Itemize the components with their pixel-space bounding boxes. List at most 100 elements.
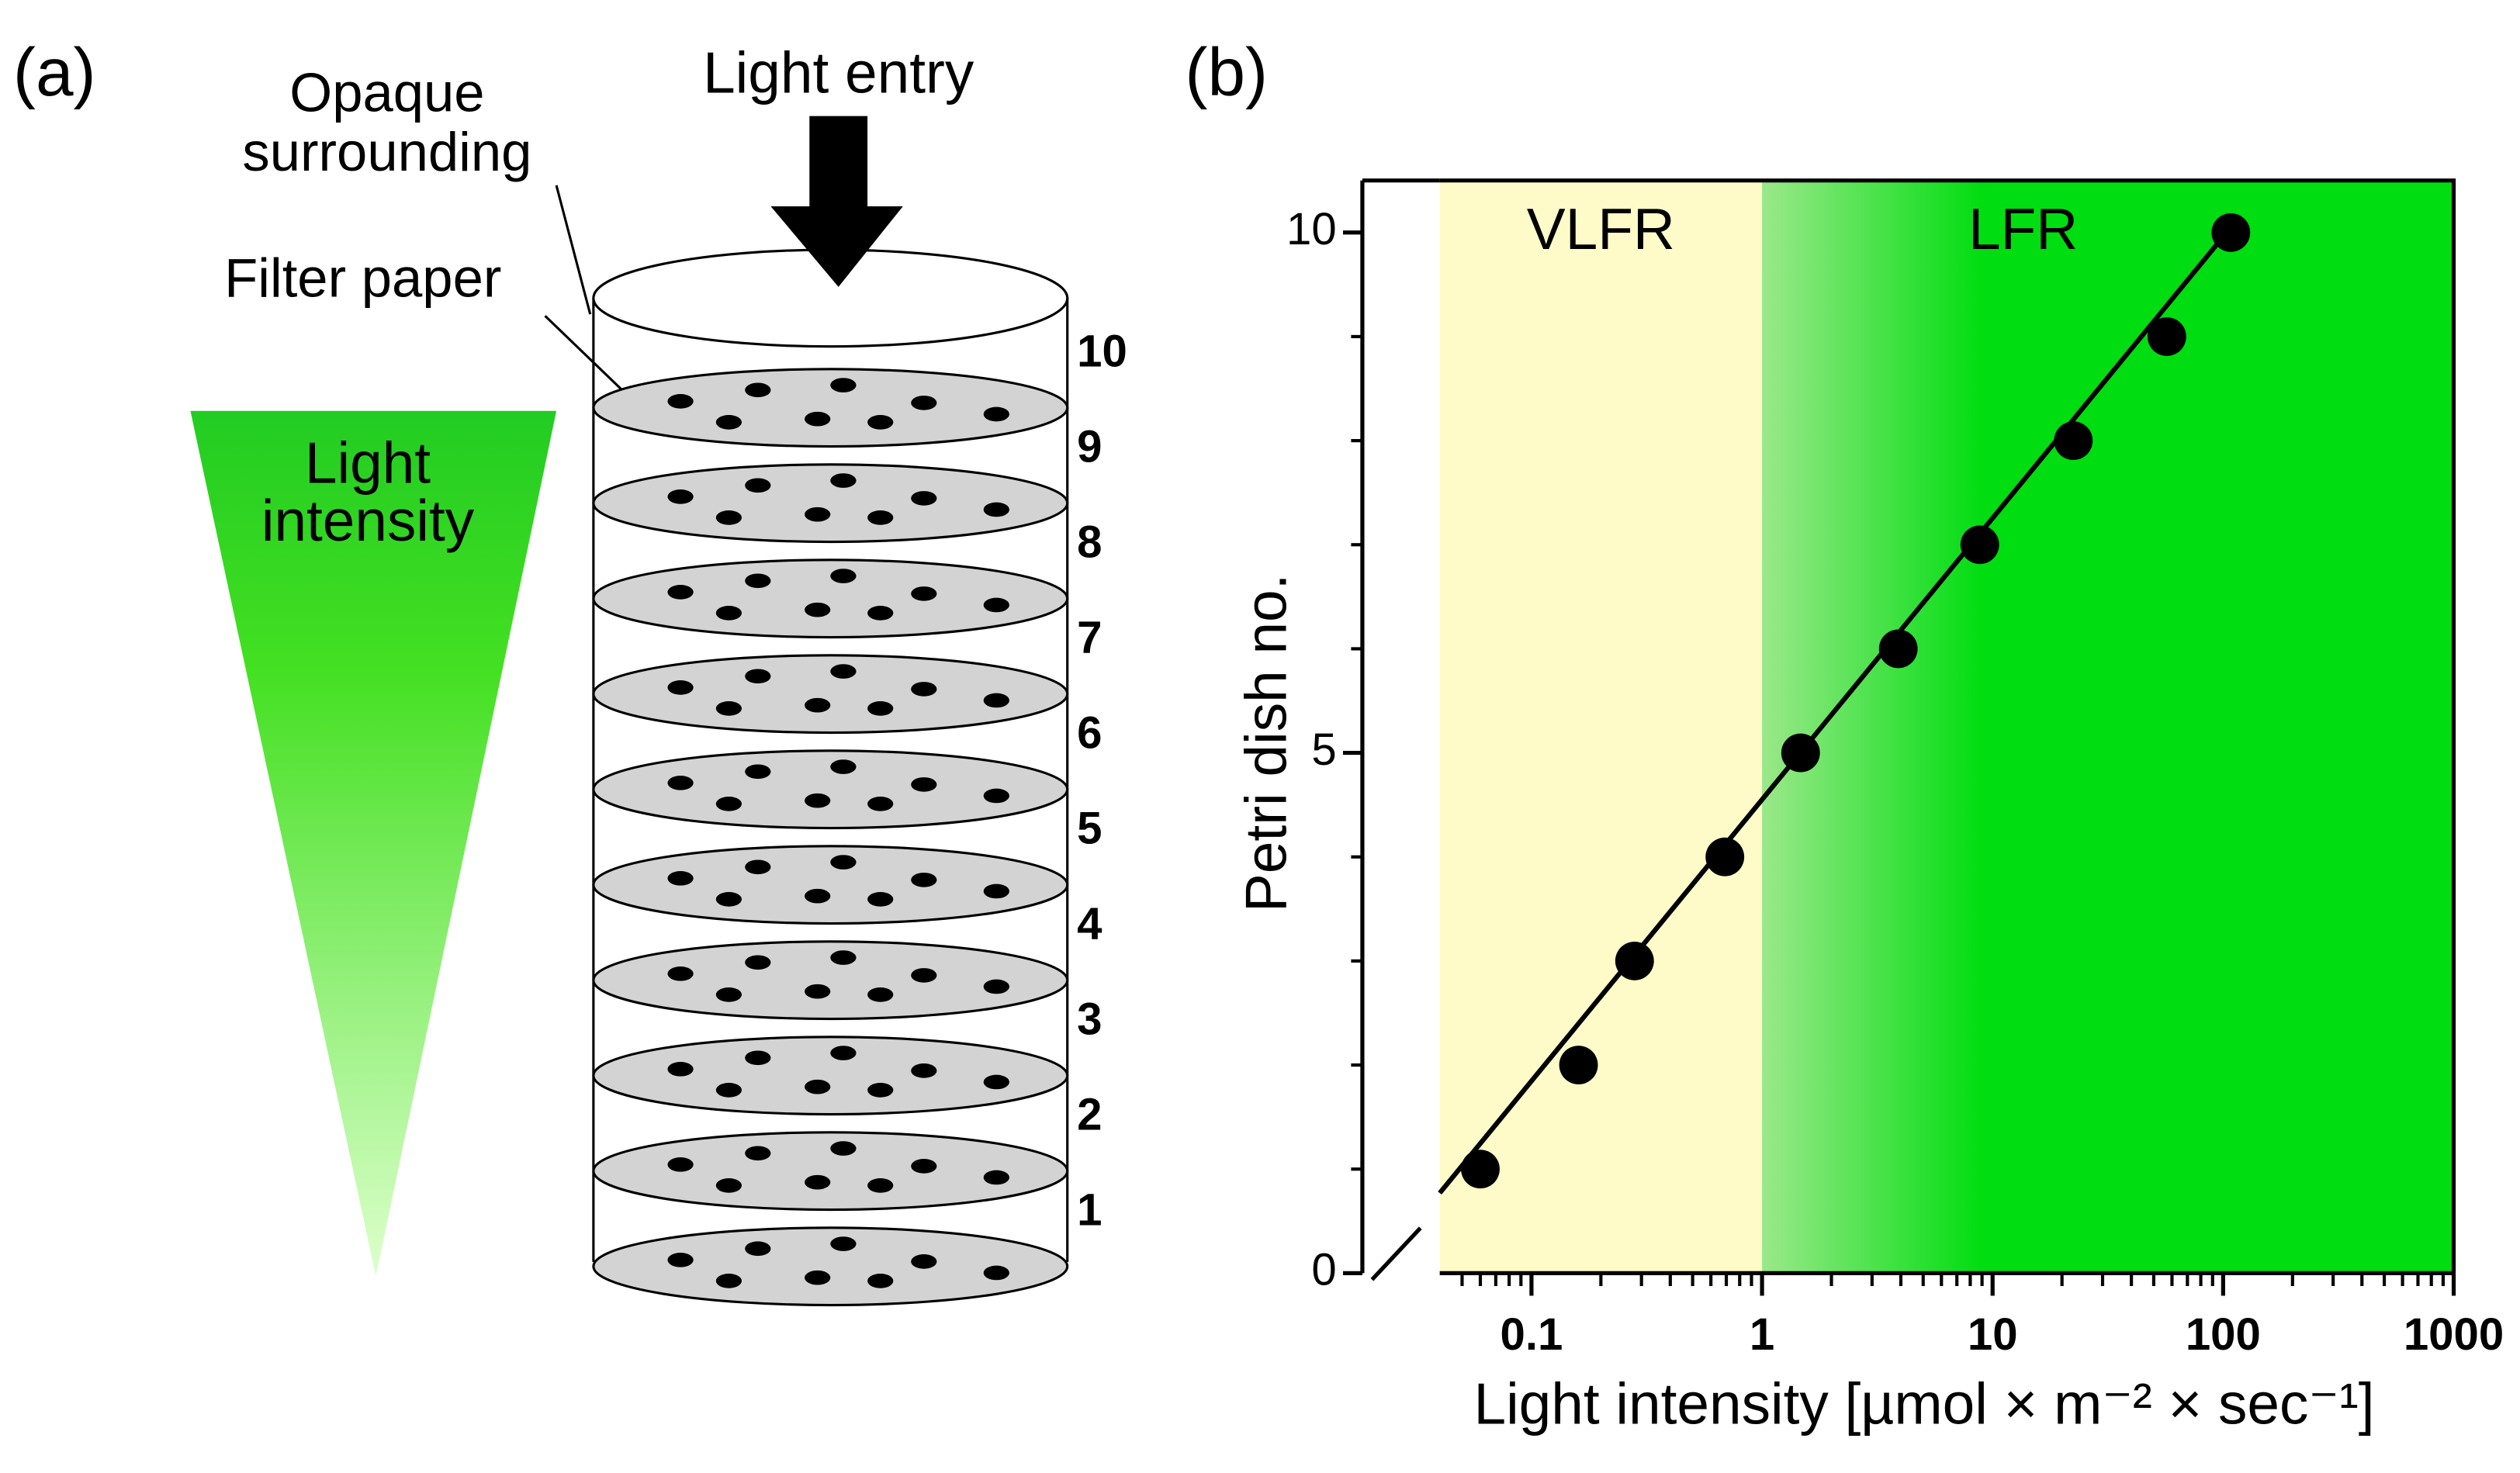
seed [830, 759, 857, 774]
panel-label: (a) [13, 35, 96, 110]
filter-dish [592, 1036, 1069, 1116]
seed [805, 793, 831, 808]
seed [805, 984, 831, 999]
seed [805, 1270, 831, 1285]
x-tick-label: 10 [1968, 1309, 2018, 1360]
seed [745, 573, 771, 589]
seed [911, 491, 937, 506]
seed [867, 700, 894, 716]
seed [830, 1236, 857, 1251]
panel-label: (b) [1185, 35, 1268, 110]
seed [667, 1252, 694, 1267]
dish-number: 5 [1077, 803, 1102, 853]
filter-dish [592, 1131, 1069, 1212]
point [1781, 733, 1820, 773]
seed [867, 796, 894, 811]
seed [911, 682, 937, 697]
arrow [770, 116, 903, 287]
point [1878, 629, 1918, 669]
seed [911, 1159, 937, 1174]
filter-dish [592, 749, 1069, 830]
seed [830, 855, 857, 870]
seed [667, 489, 694, 504]
seed [830, 378, 857, 392]
seed [911, 777, 937, 792]
seed [983, 979, 1009, 994]
seed [667, 870, 694, 886]
intensity-label: intensity [261, 488, 475, 553]
seed [983, 788, 1009, 804]
opaque-label: surrounding [242, 121, 531, 182]
seed [983, 597, 1009, 613]
seed [715, 1177, 742, 1193]
seed [867, 891, 894, 907]
filter-dish [592, 1226, 1069, 1307]
panel-a: (a) Light intensity Opaque surrounding F… [13, 35, 1127, 1307]
seed [667, 584, 694, 600]
seed [867, 415, 894, 430]
seed [745, 1241, 771, 1257]
filter-label: Filter paper [224, 247, 501, 308]
point [1960, 525, 1999, 565]
point [1559, 1046, 1598, 1084]
seed [867, 510, 894, 525]
seed [745, 1146, 771, 1161]
seed [867, 987, 894, 1002]
seed [745, 859, 771, 875]
filter-dish [592, 368, 1069, 448]
point [1705, 837, 1745, 877]
seed [667, 393, 694, 409]
seed [911, 586, 937, 601]
x-tick-label: 0.1 [1500, 1309, 1563, 1360]
seed [911, 873, 937, 887]
seed [745, 955, 771, 970]
dish-number: 8 [1077, 517, 1102, 567]
seed [867, 1177, 894, 1193]
point [1461, 1150, 1500, 1189]
y-axis-label: Petri dish no. [1233, 574, 1298, 912]
intensity-triangle [190, 410, 557, 1277]
region [1439, 180, 1763, 1274]
seed [805, 697, 831, 713]
seed [805, 1079, 831, 1094]
seed [745, 764, 771, 780]
seed [805, 888, 831, 904]
filter-dish [592, 463, 1069, 544]
seed [983, 406, 1009, 422]
dish-number: 1 [1077, 1184, 1102, 1235]
point [2147, 317, 2186, 356]
seed [805, 602, 831, 617]
seed [867, 606, 894, 621]
seed [745, 478, 771, 493]
seed [667, 679, 694, 695]
seed [715, 415, 742, 430]
region-label: LFR [1968, 196, 2078, 261]
filter-dish [592, 940, 1069, 1021]
seed [805, 1174, 831, 1190]
seed [715, 510, 742, 525]
point [1615, 941, 1654, 980]
seed [830, 473, 857, 488]
seed [667, 1157, 694, 1172]
seed [911, 396, 937, 410]
seed [715, 1273, 742, 1288]
filter-dish [592, 654, 1069, 735]
region-label: VLFR [1527, 196, 1675, 261]
y-tick-label: 0 [1311, 1245, 1336, 1295]
seed [805, 411, 831, 427]
seed [667, 775, 694, 790]
seed [715, 700, 742, 716]
dish-number: 10 [1077, 326, 1127, 376]
seed [715, 606, 742, 621]
x-tick-label: 100 [2186, 1309, 2261, 1360]
dish-number: 2 [1077, 1089, 1102, 1139]
filter-dish [592, 845, 1069, 925]
seed [830, 950, 857, 965]
seed [867, 1273, 894, 1288]
y-tick-label: 10 [1286, 204, 1337, 254]
seed [830, 569, 857, 583]
seed [830, 1141, 857, 1156]
x-tick-label: 1000 [2404, 1309, 2504, 1360]
leader-line [555, 185, 592, 315]
